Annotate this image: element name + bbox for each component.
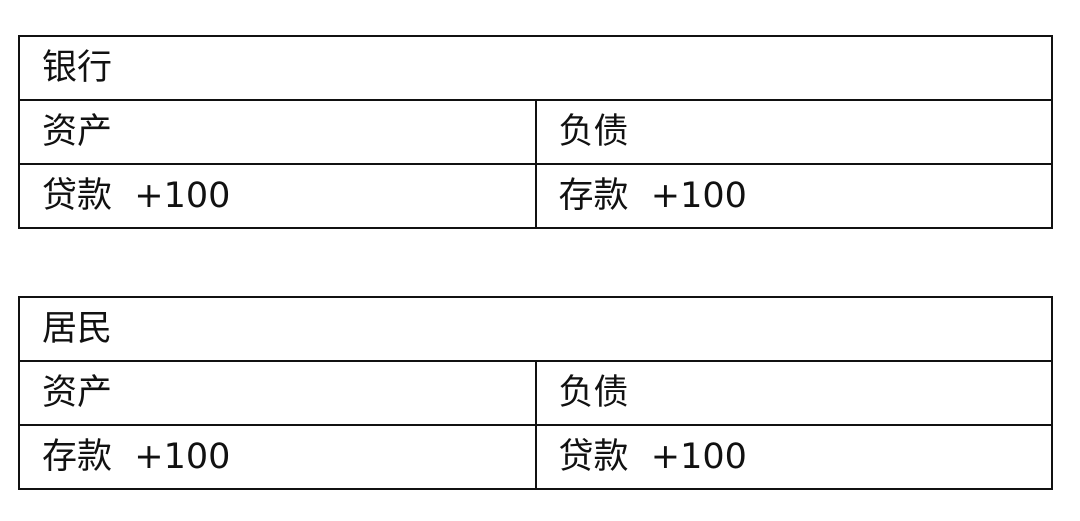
assets-header: 资产 — [18, 99, 537, 165]
table-title: 银行 — [18, 35, 1053, 101]
table-title: 居民 — [18, 296, 1053, 362]
bank-balance-sheet: 银行 资产 负债 贷款 +100 存款 +100 — [18, 35, 1053, 229]
assets-cell: 贷款 +100 — [18, 163, 537, 229]
liabilities-header: 负债 — [534, 99, 1053, 165]
assets-cell: 存款 +100 — [18, 424, 537, 490]
liabilities-header: 负债 — [534, 360, 1053, 426]
assets-header: 资产 — [18, 360, 537, 426]
liabilities-cell: 贷款 +100 — [534, 424, 1053, 490]
household-balance-sheet: 居民 资产 负债 存款 +100 贷款 +100 — [18, 296, 1053, 490]
liabilities-cell: 存款 +100 — [534, 163, 1053, 229]
